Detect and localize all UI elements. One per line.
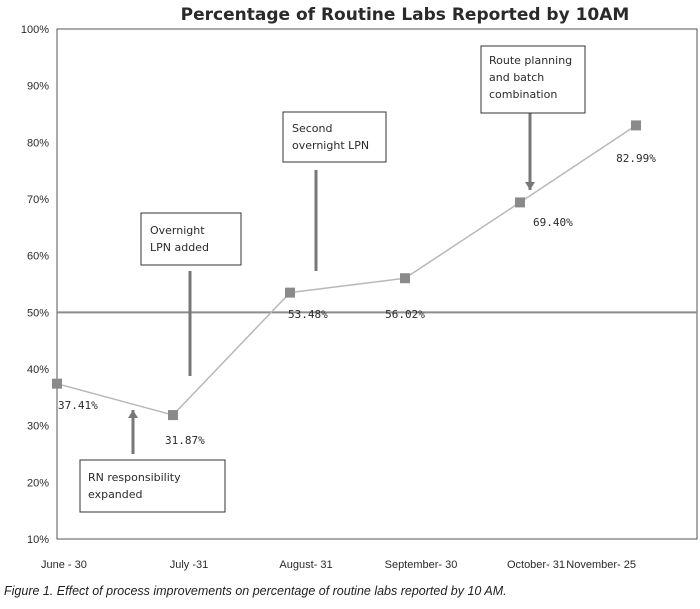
y-axis-ticks: 10% 20% 30% 40% 50% 60% 70% 80% 90% 100%	[21, 24, 49, 546]
y-tick-label: 50%	[27, 307, 49, 319]
annotation-arrows	[128, 113, 535, 454]
data-point	[168, 410, 178, 421]
annotation-box	[79, 459, 226, 513]
annotation-text: Second	[292, 122, 332, 135]
annotation-box	[282, 111, 387, 163]
x-tick-label: October- 31	[507, 559, 565, 571]
annotation-text: RN responsibility	[88, 471, 181, 484]
annotation-text: LPN added	[150, 241, 209, 254]
x-tick-label: November- 25	[566, 559, 636, 571]
data-label: 31.87%	[165, 434, 205, 447]
figure-caption: Figure 1. Effect of process improvements…	[4, 584, 507, 598]
annotation-text: and batch	[489, 71, 544, 84]
x-tick-label: August- 31	[279, 559, 332, 571]
annotation-text: Route planning	[489, 54, 572, 67]
data-label: 37.41%	[58, 399, 98, 412]
series-line	[56, 124, 637, 416]
x-tick-label: July -31	[170, 559, 209, 571]
data-label: 82.99%	[616, 152, 656, 165]
arrow-head	[128, 410, 138, 418]
annotation-text: expanded	[88, 488, 143, 501]
x-tick-label: June - 30	[41, 559, 87, 571]
data-labels: 37.41% 31.87% 53.48% 56.02% 69.40% 82.99%	[58, 152, 656, 447]
y-tick-label: 30%	[27, 421, 49, 433]
annotation-box	[140, 212, 242, 266]
x-tick-label: September- 30	[385, 559, 458, 571]
data-label: 53.48%	[288, 308, 328, 321]
data-label: 69.40%	[533, 216, 573, 229]
y-tick-label: 100%	[21, 24, 49, 36]
data-point	[52, 378, 62, 389]
y-tick-label: 20%	[27, 477, 49, 489]
data-points	[52, 120, 641, 421]
data-point	[400, 273, 410, 284]
plot-area-border	[56, 28, 698, 540]
data-point	[285, 287, 295, 298]
data-point	[515, 197, 525, 208]
annotation-box	[480, 45, 586, 114]
annotation-text: Overnight	[150, 224, 205, 237]
annotations: RN responsibility expanded Overnight LPN ad…	[79, 45, 586, 513]
y-tick-label: 60%	[27, 251, 49, 263]
arrow-head	[525, 182, 535, 190]
y-tick-label: 10%	[27, 534, 49, 546]
y-tick-label: 70%	[27, 194, 49, 206]
x-axis-ticks: June - 30 July -31 August- 31 September- 30…	[41, 559, 636, 571]
annotation-text: overnight LPN	[292, 139, 369, 152]
annotation-text: combination	[489, 88, 557, 101]
chart-title: Percentage of Routine Labs Reported by 1…	[181, 5, 630, 25]
y-tick-label: 40%	[27, 364, 49, 376]
data-point	[631, 120, 641, 131]
data-label: 56.02%	[385, 308, 425, 321]
y-tick-label: 80%	[27, 137, 49, 149]
y-tick-label: 90%	[27, 81, 49, 93]
line-chart: Percentage of Routine Labs Reported by 1…	[21, 5, 698, 571]
